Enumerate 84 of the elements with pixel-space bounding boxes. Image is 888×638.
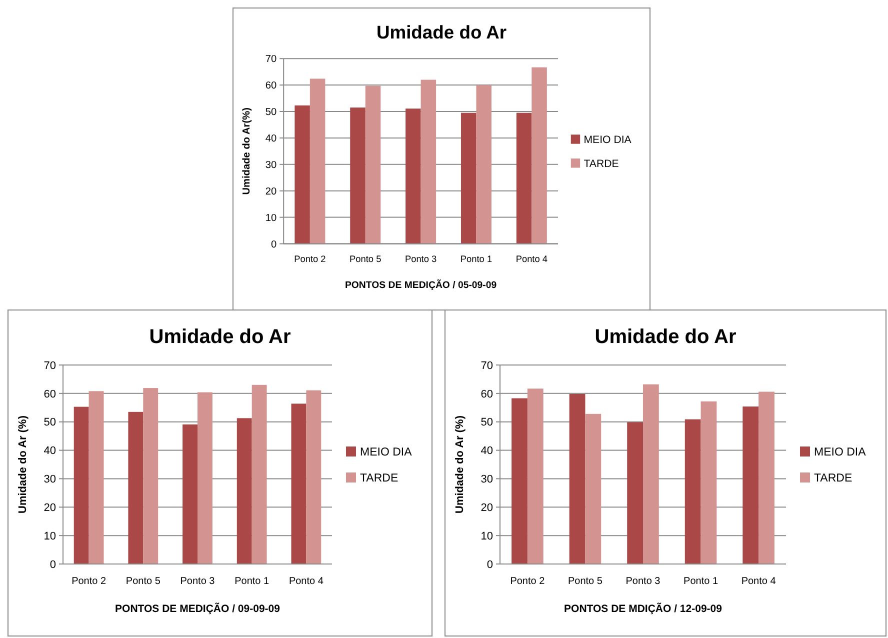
chart-title: Umidade do Ar (376, 21, 507, 42)
y-tick-label: 10 (44, 530, 56, 542)
x-tick-label: Ponto 2 (72, 576, 106, 587)
bar (420, 80, 436, 244)
x-tick-label: Ponto 4 (516, 254, 548, 264)
legend-label: TARDE (360, 472, 398, 485)
bar (627, 422, 643, 564)
bar (406, 108, 421, 244)
bar (512, 398, 528, 564)
bar (532, 67, 547, 244)
bar (291, 404, 306, 564)
x-tick-label: Ponto 3 (180, 576, 216, 587)
legend-label: TARDE (584, 158, 619, 170)
bar (585, 414, 602, 564)
bar (758, 392, 774, 564)
x-tick-label: Ponto 4 (741, 576, 776, 587)
legend-label: MEIO DIA (360, 446, 412, 459)
y-tick-label: 0 (270, 239, 277, 250)
y-tick-label: 60 (265, 80, 277, 92)
bar (198, 392, 212, 564)
bar (527, 388, 544, 564)
y-tick-label: 40 (44, 445, 56, 458)
bar (643, 384, 659, 564)
x-tick-label: Ponto 1 (684, 576, 718, 587)
bar (252, 384, 267, 564)
x-axis-title: PONTOS DE MEDIÇÃO / 09-09-09 (115, 602, 280, 615)
y-axis-title: Umidade do Ar (%) (17, 415, 29, 514)
x-tick-label: Ponto 2 (294, 254, 326, 264)
bar (365, 86, 381, 244)
y-tick-label: 70 (480, 360, 493, 372)
bar (742, 406, 759, 564)
y-tick-label: 50 (265, 107, 277, 118)
y-tick-label: 10 (265, 212, 277, 224)
y-tick-label: 10 (480, 530, 493, 542)
x-axis-title: PONTOS DE MDIÇÃO / 12-09-09 (564, 602, 722, 615)
bar (143, 388, 158, 564)
bar (700, 401, 717, 564)
bar (310, 78, 326, 244)
bar (516, 112, 532, 244)
bar (74, 406, 89, 564)
bar (88, 391, 104, 564)
y-tick-label: 70 (44, 360, 56, 372)
x-tick-label: Ponto 1 (460, 254, 492, 264)
bar (569, 394, 586, 564)
legend-label: MEIO DIA (584, 134, 632, 146)
y-tick-label: 30 (480, 474, 493, 486)
bar (294, 105, 310, 244)
y-tick-label: 70 (265, 54, 277, 66)
y-axis-title: Umidade do Ar(%) (242, 108, 253, 195)
y-tick-label: 40 (480, 445, 493, 458)
y-tick-label: 30 (265, 160, 277, 171)
x-tick-label: Ponto 2 (510, 576, 546, 587)
bar (350, 108, 366, 244)
x-tick-label: Ponto 5 (350, 254, 382, 264)
y-tick-label: 60 (480, 388, 493, 400)
legend-label: MEIO DIA (814, 446, 866, 459)
y-tick-label: 20 (265, 186, 277, 198)
y-tick-label: 0 (486, 558, 493, 571)
x-tick-label: Ponto 5 (568, 576, 603, 587)
y-tick-label: 40 (265, 133, 277, 144)
y-tick-label: 30 (44, 474, 56, 486)
bar (182, 424, 198, 564)
y-axis-title: Umidade do Ar (%) (454, 415, 466, 514)
bar (460, 112, 476, 244)
y-tick-label: 0 (50, 558, 56, 571)
y-tick-label: 20 (44, 502, 56, 514)
bar (128, 412, 144, 564)
x-tick-label: Ponto 4 (288, 576, 324, 587)
x-tick-label: Ponto 3 (404, 254, 437, 264)
y-tick-label: 50 (44, 416, 56, 429)
chart-title: Umidade do Ar (594, 326, 736, 348)
x-tick-label: Ponto 1 (234, 576, 270, 587)
x-tick-label: Ponto 3 (626, 576, 661, 587)
legend-label: TARDE (814, 472, 852, 485)
bar (236, 418, 252, 564)
bar (476, 85, 492, 244)
bar (684, 419, 701, 564)
chart-title: Umidade do Ar (149, 326, 291, 348)
y-tick-label: 50 (480, 416, 493, 429)
y-tick-label: 20 (480, 502, 493, 514)
bar (306, 390, 322, 564)
x-axis-title: PONTOS DE MEDIÇÃO / 05-09-09 (344, 278, 498, 291)
y-tick-label: 60 (44, 388, 56, 400)
x-tick-label: Ponto 5 (126, 576, 161, 587)
